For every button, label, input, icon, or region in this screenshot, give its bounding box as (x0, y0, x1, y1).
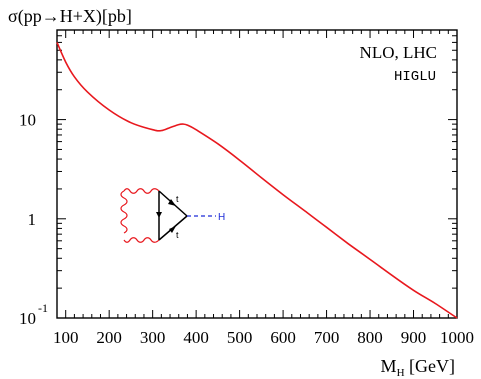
quark-arrow-left (156, 212, 162, 218)
x-tick-label: 400 (183, 328, 209, 347)
y-tick-label: 10 (19, 309, 36, 328)
x-tick-label: 200 (96, 328, 122, 347)
gluon-line-left (120, 190, 128, 234)
quark-arrow-top (168, 199, 176, 206)
feynman-diagram: t t H (120, 188, 225, 243)
chart-title: σ(pp→H+X)[pb] (8, 6, 132, 27)
x-tick-label: 600 (270, 328, 296, 347)
x-axis-label-unit: [GeV] (405, 356, 455, 376)
x-tick-label: 500 (227, 328, 253, 347)
series-line-0 (56, 42, 458, 319)
annotation-nlo-lhc: NLO, LHC (360, 43, 437, 62)
x-axis-label-subscript: H (397, 367, 405, 379)
y-tick-label: 1 (28, 210, 37, 229)
x-tick-label: 800 (357, 328, 383, 347)
x-tick-labels: 100 200 300 400 500 600 700 800 900 1000 (53, 328, 474, 347)
top-quark-label: t (176, 194, 179, 204)
y-tick-label: 10 (19, 111, 36, 130)
higgs-label: H (218, 212, 225, 223)
x-tick-label: 300 (140, 328, 166, 347)
bottom-quark-label: t (176, 230, 179, 240)
x-tick-label: 900 (401, 328, 427, 347)
y-tick-label-exponent: -1 (38, 301, 48, 315)
x-axis-label: MH [GeV] (381, 356, 455, 379)
quark-arrow-bottom (169, 226, 176, 233)
gluon-line-bottom (123, 237, 160, 243)
annotation-higlu: HIGLU (394, 69, 436, 85)
x-tick-label: 700 (314, 328, 340, 347)
x-axis-label-main: M (381, 356, 397, 376)
x-tick-label: 100 (53, 328, 79, 347)
x-tick-label: 1000 (440, 328, 474, 347)
gluon-line-top (123, 188, 160, 194)
axis-ticks (56, 29, 458, 319)
